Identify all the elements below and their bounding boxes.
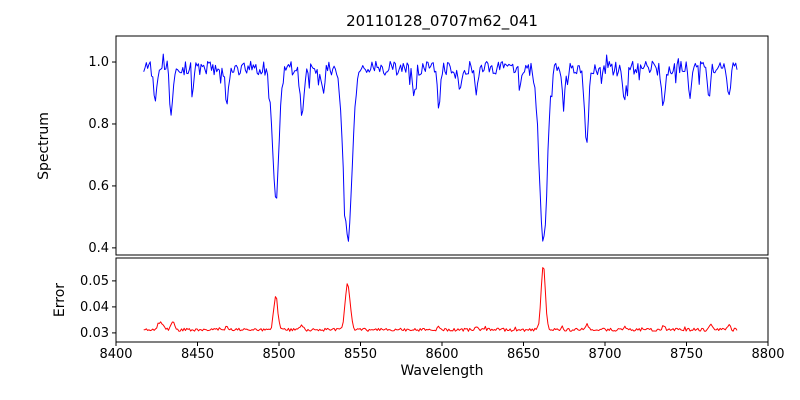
tick-label: 0.4: [88, 241, 109, 256]
error-y-ticks: 0.03 0.04 0.05: [80, 274, 116, 341]
tick-label: 8450: [181, 347, 214, 362]
x-axis-label: Wavelength: [400, 363, 484, 379]
tick-label: 8500: [262, 347, 295, 362]
spectrum-line: [143, 53, 738, 242]
tick-label: 0.05: [80, 274, 109, 289]
tick-label: 8400: [99, 347, 132, 362]
tick-label: 8750: [670, 347, 703, 362]
tick-label: 0.04: [80, 300, 109, 315]
tick-label: 8700: [588, 347, 621, 362]
error-line: [143, 267, 738, 332]
spectrum-panel-border: [115, 35, 769, 256]
tick-label: 8550: [344, 347, 377, 362]
tick-label: 8650: [507, 347, 540, 362]
chart-title: 20110128_0707m62_041: [346, 12, 538, 30]
tick-label: 8600: [425, 347, 458, 362]
tick-label: 0.6: [88, 179, 109, 194]
x-axis-ticks: 8400 8450 8500 8550 8600 8650 8700 8750 8800: [99, 342, 785, 362]
tick-label: 0.03: [80, 326, 109, 341]
tick-label: 1.0: [88, 55, 109, 70]
tick-label: 8800: [751, 347, 784, 362]
error-panel-border: [115, 257, 769, 343]
tick-label: 0.8: [88, 117, 109, 132]
spectrum-y-ticks: 0.4 0.6 0.8 1.0: [88, 55, 116, 256]
